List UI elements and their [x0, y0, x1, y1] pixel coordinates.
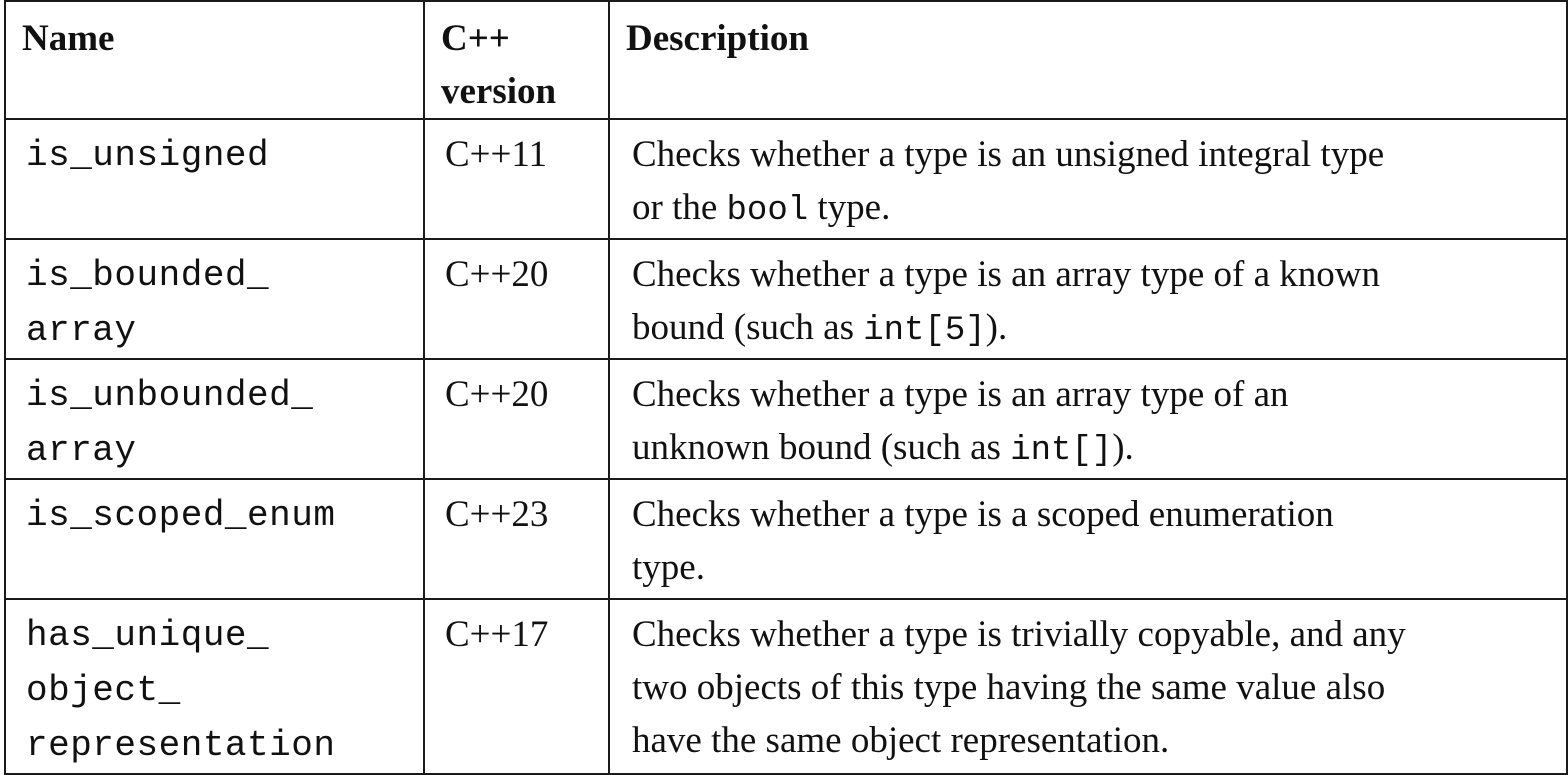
- description-text-end: ).: [1112, 427, 1134, 468]
- header-version: C++ version: [423, 0, 610, 120]
- description-text: Checks whether a type is an array type o…: [632, 374, 1289, 468]
- cpp-version: C++11: [423, 118, 610, 240]
- table-row: is_unbounded_ array C++20 Checks whether…: [4, 358, 1568, 480]
- trait-description: Checks whether a type is trivially copya…: [608, 598, 1568, 775]
- header-description: Description: [608, 0, 1568, 120]
- description-text-end: type.: [808, 187, 891, 228]
- trait-name: is_unbounded_ array: [4, 358, 425, 480]
- table-header: Name C++ version Description: [4, 0, 1568, 120]
- table-row: is_bounded_ array C++20 Checks whether a…: [4, 238, 1568, 360]
- table-row: is_unsigned C++11 Checks whether a type …: [4, 118, 1568, 240]
- trait-description: Checks whether a type is an unsigned int…: [608, 118, 1568, 240]
- description-text: Checks whether a type is an array type o…: [632, 254, 1380, 348]
- description-text: Checks whether a type is an unsigned int…: [632, 134, 1385, 228]
- table-body: is_unsigned C++11 Checks whether a type …: [4, 118, 1568, 775]
- cpp-version: C++23: [423, 478, 610, 600]
- description-code: int[]: [1010, 432, 1113, 470]
- description-code: bool: [726, 192, 809, 230]
- table-row: has_unique_ object_ representation C++17…: [4, 598, 1568, 775]
- trait-description: Checks whether a type is an array type o…: [608, 358, 1568, 480]
- header-row: Name C++ version Description: [4, 0, 1568, 120]
- cpp-version: C++17: [423, 598, 610, 775]
- header-name: Name: [4, 0, 425, 120]
- trait-description: Checks whether a type is an array type o…: [608, 238, 1568, 360]
- description-text: Checks whether a type is a scoped enumer…: [632, 494, 1334, 588]
- trait-description: Checks whether a type is a scoped enumer…: [608, 478, 1568, 600]
- type-traits-table: Name C++ version Description is_unsigned…: [4, 0, 1568, 775]
- table-row: is_scoped_enum C++23 Checks whether a ty…: [4, 478, 1568, 600]
- cpp-version: C++20: [423, 358, 610, 480]
- description-text: Checks whether a type is trivially copya…: [632, 614, 1406, 761]
- trait-name: is_unsigned: [4, 118, 425, 240]
- description-text-end: ).: [985, 307, 1008, 348]
- trait-name: has_unique_ object_ representation: [4, 598, 425, 775]
- trait-name: is_bounded_ array: [4, 238, 425, 360]
- trait-name: is_scoped_enum: [4, 478, 425, 600]
- description-code: int[5]: [863, 312, 986, 350]
- cpp-version: C++20: [423, 238, 610, 360]
